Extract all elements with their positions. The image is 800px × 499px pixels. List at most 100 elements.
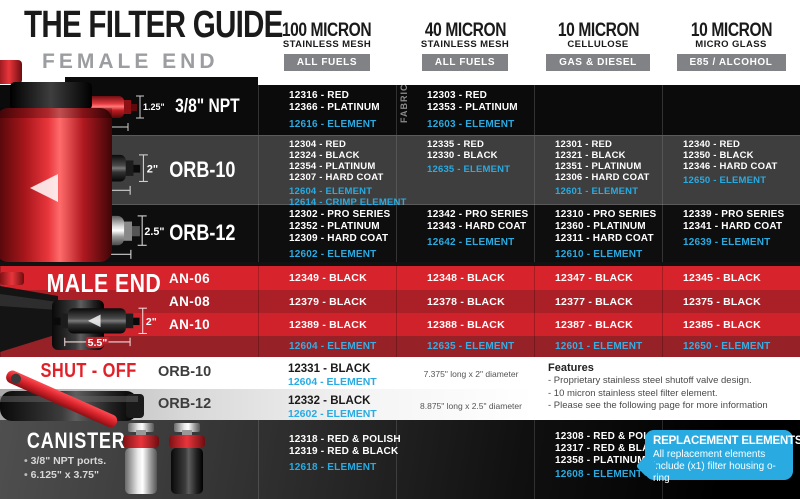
- part-number: 12307 - HARD COAT: [289, 172, 384, 183]
- element-number: 12604 - ELEMENT: [289, 186, 373, 197]
- part-number: 12331 - BLACK: [288, 363, 371, 375]
- part-number: 12304 - RED: [289, 139, 347, 150]
- element-number: 12642 - ELEMENT: [427, 237, 515, 248]
- part-number: 12340 - RED: [683, 139, 741, 150]
- element-number: 12602 - ELEMENT: [289, 249, 377, 260]
- part-number: 12316 - RED: [289, 90, 350, 101]
- page-title: THE FILTER GUIDE: [24, 4, 283, 46]
- part-number: 12317 - RED & BLACK: [555, 443, 665, 454]
- red-filter-product-image: [0, 60, 112, 262]
- feature-item: - 10 micron stainless steel filter eleme…: [548, 387, 718, 399]
- replacement-elements-callout: REPLACEMENT ELEMENTS All replacement ele…: [645, 430, 800, 484]
- element-number: 12603 - ELEMENT: [427, 119, 515, 130]
- cell-orb10-cellulose: 12301 - RED 12321 - BLACK 12351 - PLATIN…: [534, 136, 662, 208]
- part-number: 12309 - HARD COAT: [289, 233, 389, 244]
- cell-npt-40micron: FABRIC 12303 - RED 12353 - PLATINUM 1260…: [396, 84, 534, 135]
- male-row-an06: AN-06 12349 - BLACK 12348 - BLACK 12347 …: [0, 266, 800, 290]
- element-number: 12608 - ELEMENT: [555, 469, 643, 480]
- row-label-orb10: ORB-10: [169, 157, 236, 182]
- part-number: 12350 - BLACK: [683, 150, 754, 161]
- column-header-10-micron-micro-glass: 10 MICRON MICRO GLASS E85 / ALCOHOL: [662, 0, 800, 85]
- part-number: 12330 - BLACK: [427, 150, 498, 161]
- part-number: 12388 - BLACK: [427, 318, 505, 331]
- element-number: 12610 - ELEMENT: [555, 249, 643, 260]
- column-headers: 100 MICRON STAINLESS MESH ALL FUELS 40 M…: [258, 0, 800, 85]
- part-number: 12301 - RED: [555, 139, 613, 150]
- element-number: 12601 - ELEMENT: [555, 186, 639, 197]
- element-number: 12604 - ELEMENT: [288, 376, 377, 388]
- cell-canister-40micron-empty: [396, 420, 534, 499]
- cell-orb10-100micron: 12304 - RED 12324 - BLACK 12354 - PLATIN…: [258, 136, 406, 208]
- part-number: 12321 - BLACK: [555, 150, 626, 161]
- female-end-section-label: FEMALE END: [42, 50, 219, 73]
- part-number: 12303 - RED: [427, 90, 488, 101]
- size-note: 7.375" long x 2" diameter: [423, 369, 519, 379]
- part-number: 12379 - BLACK: [289, 295, 367, 308]
- male-filter-image: 2" 5.5": [54, 307, 157, 350]
- part-number: 12354 - PLATINUM: [289, 161, 376, 172]
- canister-spec: 6.125" x 3.75": [24, 469, 99, 481]
- fuel-badge: ALL FUELS: [283, 54, 371, 71]
- features-title: Features: [548, 362, 594, 374]
- cell-canister-cellulose: 12308 - RED & POLISH 12317 - RED & BLACK…: [534, 420, 667, 499]
- section-divider: [0, 262, 800, 266]
- part-number: 12385 - BLACK: [683, 318, 761, 331]
- male-end-section-label: MALE END: [46, 268, 162, 298]
- element-number: 12601 - ELEMENT: [555, 341, 643, 352]
- fuel-badge: ALL FUELS: [421, 54, 509, 71]
- element-number: 12639 - ELEMENT: [683, 237, 771, 248]
- part-number: 12339 - PRO SERIES: [683, 209, 785, 220]
- part-number: 12310 - PRO SERIES: [555, 209, 657, 220]
- part-number: 12353 - PLATINUM: [427, 102, 518, 113]
- part-number: 12343 - HARD COAT: [427, 221, 527, 232]
- part-number: 12349 - BLACK: [289, 272, 367, 284]
- cell-orb12-40micron: 12342 - PRO SERIES 12343 - HARD COAT 126…: [396, 205, 534, 262]
- features-block: Features - Proprietary stainless steel s…: [534, 357, 800, 420]
- cell-orb12-100micron: 12302 - PRO SERIES 12352 - PLATINUM 1230…: [258, 205, 396, 262]
- part-number: 12332 - BLACK: [288, 395, 371, 407]
- part-number: 12360 - PLATINUM: [555, 221, 646, 232]
- dim-height: 2.5": [144, 226, 164, 238]
- dim-length: 5.5": [88, 337, 108, 349]
- part-number: 12342 - PRO SERIES: [427, 209, 529, 220]
- row-label-shutoff-orb12: ORB-12: [158, 396, 212, 412]
- part-number: 12319 - RED & BLACK: [289, 446, 399, 457]
- canister-section-label: CANISTER: [26, 428, 126, 453]
- element-number: 12650 - ELEMENT: [683, 175, 767, 186]
- dim-height: 2": [147, 164, 158, 176]
- row-label-an08: AN-08: [169, 294, 211, 309]
- size-note: 8.875" long x 2.5" diameter: [420, 401, 522, 411]
- part-number: 12387 - BLACK: [555, 318, 633, 331]
- row-label-orb12: ORB-12: [169, 220, 236, 245]
- canister-product-image: [123, 423, 205, 494]
- column-header-40-micron: 40 MICRON STAINLESS MESH ALL FUELS: [396, 0, 534, 85]
- part-number: 12377 - BLACK: [555, 295, 633, 308]
- canister-section: 12318 - RED & POLISH 12319 - RED & BLACK…: [0, 420, 800, 499]
- dim-height: 2": [146, 316, 157, 328]
- part-number: 12335 - RED: [427, 139, 485, 150]
- fuel-badge: GAS & DIESEL: [546, 54, 650, 71]
- cell-npt-microglass-empty: [662, 85, 800, 135]
- element-number: 12650 - ELEMENT: [683, 341, 771, 352]
- canister-spec: 3/8" NPT ports.: [24, 455, 107, 467]
- part-number: 12351 - PLATINUM: [555, 161, 642, 172]
- shut-off-section: SHUT - OFF ORB-10 12331 - BLACK 12604 - …: [0, 357, 800, 428]
- part-number: 12311 - HARD COAT: [555, 233, 654, 244]
- part-number: 12378 - BLACK: [427, 295, 505, 308]
- part-number: 12306 - HARD COAT: [555, 172, 650, 183]
- part-number: 12358 - PLATINUM: [555, 455, 646, 466]
- fuel-badge: E85 / ALCOHOL: [676, 54, 786, 71]
- element-number: 12635 - ELEMENT: [427, 341, 515, 352]
- row-label-npt: 3/8" NPT: [175, 96, 240, 117]
- cell-canister-100micron: 12318 - RED & POLISH 12319 - RED & BLACK…: [258, 420, 401, 499]
- cell-npt-100micron: 12316 - RED 12366 - PLATINUM 12616 - ELE…: [258, 85, 396, 135]
- element-number: 12635 - ELEMENT: [427, 164, 511, 175]
- part-number: 12302 - PRO SERIES: [289, 209, 391, 220]
- cell-orb12-cellulose: 12310 - PRO SERIES 12360 - PLATINUM 1231…: [534, 205, 662, 262]
- part-number: 12366 - PLATINUM: [289, 102, 380, 113]
- row-orb12: 2.5" 7" ORB-12 12302 - PRO SERIES 12352 …: [0, 205, 800, 262]
- part-number: 12318 - RED & POLISH: [289, 434, 401, 445]
- replacement-elements-title: REPLACEMENT ELEMENTS: [653, 435, 800, 447]
- element-number: 12602 - ELEMENT: [288, 408, 377, 420]
